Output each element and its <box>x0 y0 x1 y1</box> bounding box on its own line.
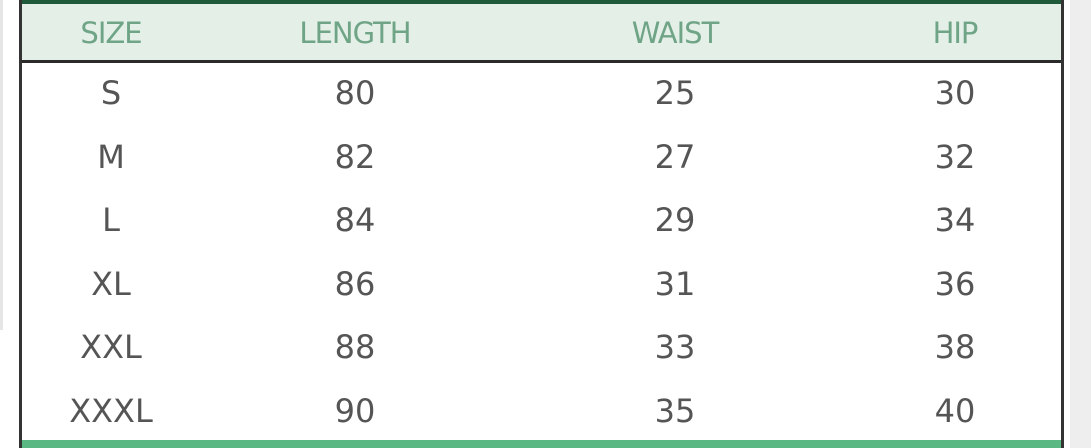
cell-length: 84 <box>334 201 376 239</box>
table-row: XXXL 90 35 40 <box>22 380 1061 444</box>
cell-length: 86 <box>334 264 376 303</box>
cell-hip: 38 <box>934 328 976 366</box>
cell-hip: 34 <box>934 201 976 239</box>
table-row: L 84 29 34 <box>22 189 1061 253</box>
cell-size: XL <box>91 264 131 303</box>
cell-waist: 29 <box>654 201 696 239</box>
cell-hip: 32 <box>934 137 976 176</box>
table-top-border <box>22 0 1061 4</box>
cell-length: 90 <box>334 391 376 430</box>
table-row: XL 86 31 36 <box>22 253 1061 317</box>
cell-waist: 33 <box>654 328 696 366</box>
table-bottom-border <box>22 440 1061 448</box>
cell-hip: 40 <box>934 391 976 430</box>
table-row: S 80 25 30 <box>22 62 1061 126</box>
cell-waist: 27 <box>654 137 696 176</box>
header-length: LENGTH <box>299 16 411 50</box>
table-row: M 82 27 32 <box>22 126 1061 190</box>
cell-length: 88 <box>334 328 376 366</box>
right-edge-strip <box>1070 0 1091 448</box>
cell-size: M <box>97 137 125 176</box>
header-size: SIZE <box>80 16 142 50</box>
cell-hip: 36 <box>934 264 976 303</box>
table-row: XXL 88 33 38 <box>22 316 1061 380</box>
table-header: SIZE LENGTH WAIST HIP <box>22 4 1061 63</box>
cell-waist: 31 <box>654 264 696 303</box>
header-hip: HIP <box>932 16 979 50</box>
cell-size: L <box>102 201 120 239</box>
cell-waist: 25 <box>654 74 696 112</box>
cell-size: XXL <box>80 328 142 366</box>
header-waist: WAIST <box>631 16 720 50</box>
cell-size: XXXL <box>69 391 153 430</box>
cell-size: S <box>100 74 122 112</box>
cell-length: 80 <box>334 74 376 112</box>
cell-hip: 30 <box>934 74 976 112</box>
left-edge-divider <box>0 0 3 330</box>
cell-length: 82 <box>334 137 376 176</box>
size-chart-table: SIZE LENGTH WAIST HIP S 80 25 30 M 82 27 32 L 84 2… <box>19 0 1064 448</box>
cell-waist: 35 <box>654 391 696 430</box>
